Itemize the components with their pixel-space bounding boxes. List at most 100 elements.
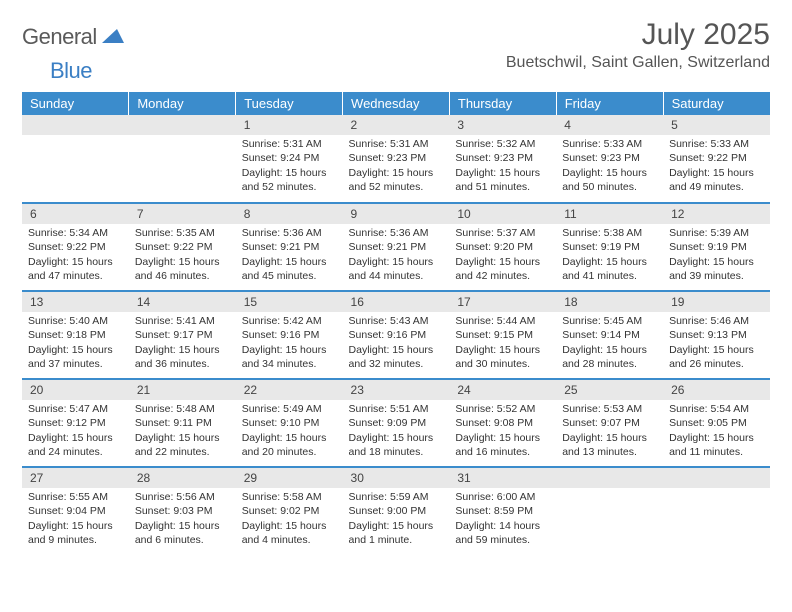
sunrise-line: Sunrise: 5:32 AM [455,137,550,151]
day-number: 5 [663,115,770,135]
day-details: Sunrise: 5:31 AMSunset: 9:23 PMDaylight:… [343,135,450,198]
daylight-line: Daylight: 15 hours and 13 minutes. [562,431,657,459]
calendar-day-cell: 1Sunrise: 5:31 AMSunset: 9:24 PMDaylight… [236,115,343,203]
day-details: Sunrise: 5:36 AMSunset: 9:21 PMDaylight:… [343,224,450,287]
sunset-line: Sunset: 9:19 PM [669,240,764,254]
day-details: Sunrise: 5:55 AMSunset: 9:04 PMDaylight:… [22,488,129,551]
day-number: . [129,115,236,135]
daylight-line: Daylight: 15 hours and 28 minutes. [562,343,657,371]
calendar-day-cell: 6Sunrise: 5:34 AMSunset: 9:22 PMDaylight… [22,203,129,291]
calendar-day-cell: 19Sunrise: 5:46 AMSunset: 9:13 PMDayligh… [663,291,770,379]
calendar-day-cell: 4Sunrise: 5:33 AMSunset: 9:23 PMDaylight… [556,115,663,203]
calendar-day-cell: 28Sunrise: 5:56 AMSunset: 9:03 PMDayligh… [129,467,236,555]
day-details: Sunrise: 6:00 AMSunset: 8:59 PMDaylight:… [449,488,556,551]
daylight-line: Daylight: 15 hours and 39 minutes. [669,255,764,283]
daylight-line: Daylight: 15 hours and 52 minutes. [242,166,337,194]
day-header: Saturday [663,92,770,115]
calendar-day-cell: 18Sunrise: 5:45 AMSunset: 9:14 PMDayligh… [556,291,663,379]
sunrise-line: Sunrise: 5:59 AM [349,490,444,504]
day-number: 17 [449,292,556,312]
calendar-day-cell: 7Sunrise: 5:35 AMSunset: 9:22 PMDaylight… [129,203,236,291]
calendar-day-cell: 13Sunrise: 5:40 AMSunset: 9:18 PMDayligh… [22,291,129,379]
daylight-line: Daylight: 15 hours and 30 minutes. [455,343,550,371]
daylight-line: Daylight: 15 hours and 45 minutes. [242,255,337,283]
sunrise-line: Sunrise: 5:36 AM [349,226,444,240]
sunrise-line: Sunrise: 5:36 AM [242,226,337,240]
daylight-line: Daylight: 15 hours and 42 minutes. [455,255,550,283]
calendar-header-row: SundayMondayTuesdayWednesdayThursdayFrid… [22,92,770,115]
sunset-line: Sunset: 9:02 PM [242,504,337,518]
sunset-line: Sunset: 9:09 PM [349,416,444,430]
day-header: Thursday [449,92,556,115]
day-number: 4 [556,115,663,135]
calendar-day-cell: 10Sunrise: 5:37 AMSunset: 9:20 PMDayligh… [449,203,556,291]
daylight-line: Daylight: 15 hours and 51 minutes. [455,166,550,194]
day-details: Sunrise: 5:52 AMSunset: 9:08 PMDaylight:… [449,400,556,463]
daylight-line: Daylight: 15 hours and 4 minutes. [242,519,337,547]
sunrise-line: Sunrise: 5:48 AM [135,402,230,416]
sunrise-line: Sunrise: 5:34 AM [28,226,123,240]
day-number: 28 [129,468,236,488]
sunset-line: Sunset: 8:59 PM [455,504,550,518]
calendar-day-cell: . [129,115,236,203]
daylight-line: Daylight: 15 hours and 47 minutes. [28,255,123,283]
day-number: 24 [449,380,556,400]
sunrise-line: Sunrise: 5:40 AM [28,314,123,328]
day-header: Friday [556,92,663,115]
day-number: 27 [22,468,129,488]
day-number: 21 [129,380,236,400]
day-details: Sunrise: 5:44 AMSunset: 9:15 PMDaylight:… [449,312,556,375]
day-number: 22 [236,380,343,400]
daylight-line: Daylight: 15 hours and 16 minutes. [455,431,550,459]
day-number: . [22,115,129,135]
daylight-line: Daylight: 15 hours and 37 minutes. [28,343,123,371]
day-header: Wednesday [343,92,450,115]
calendar-day-cell: 12Sunrise: 5:39 AMSunset: 9:19 PMDayligh… [663,203,770,291]
sunrise-line: Sunrise: 5:43 AM [349,314,444,328]
daylight-line: Daylight: 15 hours and 52 minutes. [349,166,444,194]
sunset-line: Sunset: 9:23 PM [349,151,444,165]
day-details: Sunrise: 5:54 AMSunset: 9:05 PMDaylight:… [663,400,770,463]
daylight-line: Daylight: 15 hours and 34 minutes. [242,343,337,371]
sunrise-line: Sunrise: 5:31 AM [242,137,337,151]
day-number: 9 [343,204,450,224]
day-details: Sunrise: 5:40 AMSunset: 9:18 PMDaylight:… [22,312,129,375]
calendar-day-cell: 20Sunrise: 5:47 AMSunset: 9:12 PMDayligh… [22,379,129,467]
daylight-line: Daylight: 15 hours and 1 minute. [349,519,444,547]
logo-triangle-icon [102,27,124,48]
sunset-line: Sunset: 9:14 PM [562,328,657,342]
day-number: 8 [236,204,343,224]
calendar-day-cell: 5Sunrise: 5:33 AMSunset: 9:22 PMDaylight… [663,115,770,203]
day-number: 7 [129,204,236,224]
daylight-line: Daylight: 15 hours and 24 minutes. [28,431,123,459]
sunrise-line: Sunrise: 6:00 AM [455,490,550,504]
day-details: Sunrise: 5:36 AMSunset: 9:21 PMDaylight:… [236,224,343,287]
calendar-day-cell: 21Sunrise: 5:48 AMSunset: 9:11 PMDayligh… [129,379,236,467]
sunrise-line: Sunrise: 5:45 AM [562,314,657,328]
sunset-line: Sunset: 9:19 PM [562,240,657,254]
sunrise-line: Sunrise: 5:47 AM [28,402,123,416]
calendar-body: ..1Sunrise: 5:31 AMSunset: 9:24 PMDaylig… [22,115,770,555]
calendar-day-cell: 9Sunrise: 5:36 AMSunset: 9:21 PMDaylight… [343,203,450,291]
calendar-day-cell: 8Sunrise: 5:36 AMSunset: 9:21 PMDaylight… [236,203,343,291]
sunset-line: Sunset: 9:03 PM [135,504,230,518]
day-details: Sunrise: 5:41 AMSunset: 9:17 PMDaylight:… [129,312,236,375]
daylight-line: Daylight: 15 hours and 11 minutes. [669,431,764,459]
day-details: Sunrise: 5:56 AMSunset: 9:03 PMDaylight:… [129,488,236,551]
day-details: Sunrise: 5:46 AMSunset: 9:13 PMDaylight:… [663,312,770,375]
calendar-week-row: 13Sunrise: 5:40 AMSunset: 9:18 PMDayligh… [22,291,770,379]
day-number: 31 [449,468,556,488]
day-number: 16 [343,292,450,312]
calendar-day-cell: 22Sunrise: 5:49 AMSunset: 9:10 PMDayligh… [236,379,343,467]
sunset-line: Sunset: 9:22 PM [669,151,764,165]
calendar-day-cell: . [556,467,663,555]
calendar-day-cell: 29Sunrise: 5:58 AMSunset: 9:02 PMDayligh… [236,467,343,555]
calendar-day-cell: 16Sunrise: 5:43 AMSunset: 9:16 PMDayligh… [343,291,450,379]
daylight-line: Daylight: 15 hours and 41 minutes. [562,255,657,283]
sunset-line: Sunset: 9:12 PM [28,416,123,430]
day-number: 2 [343,115,450,135]
day-number: 19 [663,292,770,312]
day-number: 26 [663,380,770,400]
day-details: Sunrise: 5:37 AMSunset: 9:20 PMDaylight:… [449,224,556,287]
day-number: 6 [22,204,129,224]
